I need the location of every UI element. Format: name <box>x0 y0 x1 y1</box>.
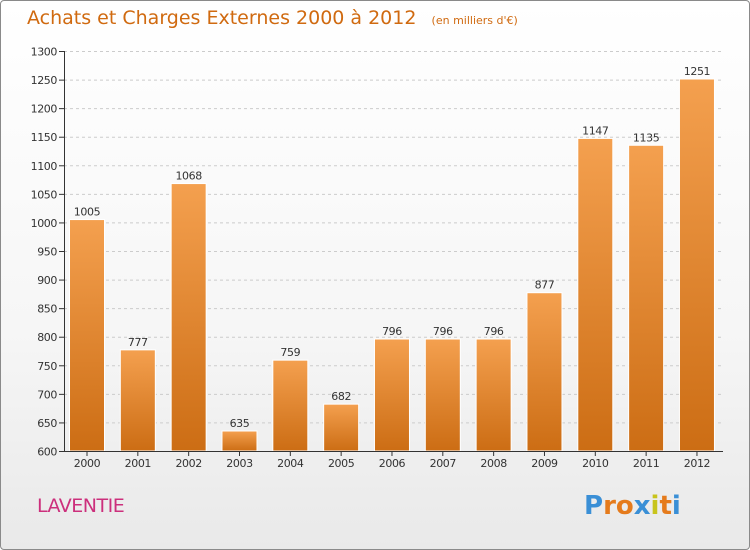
bar <box>526 292 563 452</box>
chart-subtitle: (en milliers d'€) <box>431 14 518 27</box>
bar <box>323 403 360 452</box>
bars <box>69 78 715 452</box>
x-tick-label: 2011 <box>633 457 659 470</box>
bar <box>628 144 665 452</box>
x-tick-label: 2001 <box>125 457 151 470</box>
bar <box>69 219 105 452</box>
x-tick-label: 2005 <box>328 457 355 470</box>
bar <box>119 349 156 452</box>
logo-letter: x <box>633 491 651 521</box>
chart-title: Achats et Charges Externes 2000 à 2012 <box>27 7 417 29</box>
logo-letter: r <box>603 491 616 521</box>
x-tick-label: 2006 <box>379 457 406 470</box>
data-label: 1068 <box>175 170 202 183</box>
axes: 600 650 700 750 800 850 900 950 1000 1050 1100 1150… <box>31 46 723 470</box>
y-tick-label: 800 <box>37 331 57 344</box>
data-label: 1147 <box>582 124 609 137</box>
y-tick-label: 1300 <box>31 46 58 59</box>
bar <box>577 137 614 452</box>
x-tick-label: 2012 <box>684 457 710 470</box>
y-tick-label: 700 <box>37 388 57 401</box>
title-row: Achats et Charges Externes 2000 à 2012 (… <box>27 7 518 29</box>
data-label: 796 <box>484 325 504 338</box>
x-tick-label: 2009 <box>531 457 558 470</box>
data-labels: 1005 777 1068 635 759 682 796 796 796 877 1147 1135… <box>74 65 711 430</box>
x-tick-label: 2002 <box>175 457 201 470</box>
data-label: 796 <box>433 325 453 338</box>
bar <box>678 78 715 452</box>
bar <box>424 338 461 452</box>
x-tick-label: 2004 <box>277 457 304 470</box>
bar <box>221 430 258 452</box>
data-label: 777 <box>128 336 148 349</box>
bar <box>373 338 410 452</box>
y-tick-label: 1050 <box>31 188 58 201</box>
x-tick-label: 2010 <box>582 457 609 470</box>
logo-letter: o <box>615 491 634 521</box>
data-label: 796 <box>382 325 402 338</box>
data-label: 1005 <box>74 206 101 219</box>
y-tick-label: 600 <box>37 446 57 459</box>
y-tick-label: 650 <box>37 417 57 430</box>
y-tick-label: 950 <box>37 246 57 259</box>
x-tick-label: 2007 <box>430 457 457 470</box>
data-label: 682 <box>331 390 351 403</box>
data-label: 759 <box>280 346 300 359</box>
y-tick-label: 900 <box>37 274 57 287</box>
data-label: 877 <box>535 279 555 292</box>
logo-letter: i <box>671 491 681 521</box>
x-tick-label: 2003 <box>226 457 253 470</box>
logo-letter: P <box>584 491 604 521</box>
y-tick-label: 750 <box>37 360 57 373</box>
bar <box>272 359 309 452</box>
bar <box>170 183 207 452</box>
y-tick-label: 1250 <box>31 74 58 87</box>
y-tick-label: 1100 <box>31 160 58 173</box>
commune-name: LAVENTIE <box>37 495 125 517</box>
x-tick-label: 2008 <box>480 457 507 470</box>
data-label: 635 <box>230 417 250 430</box>
data-label: 1251 <box>684 65 710 78</box>
y-tick-label: 1000 <box>31 217 58 230</box>
y-tick-label: 1200 <box>31 103 58 116</box>
x-tick-label: 2000 <box>74 457 101 470</box>
y-tick-label: 850 <box>37 303 57 316</box>
proxiti-logo: Proxiti <box>584 491 681 521</box>
logo-letter: t <box>659 491 672 521</box>
y-tick-label: 1150 <box>31 131 58 144</box>
logo-letter: i <box>650 491 660 521</box>
bar <box>475 338 512 452</box>
data-label: 1135 <box>633 131 660 144</box>
